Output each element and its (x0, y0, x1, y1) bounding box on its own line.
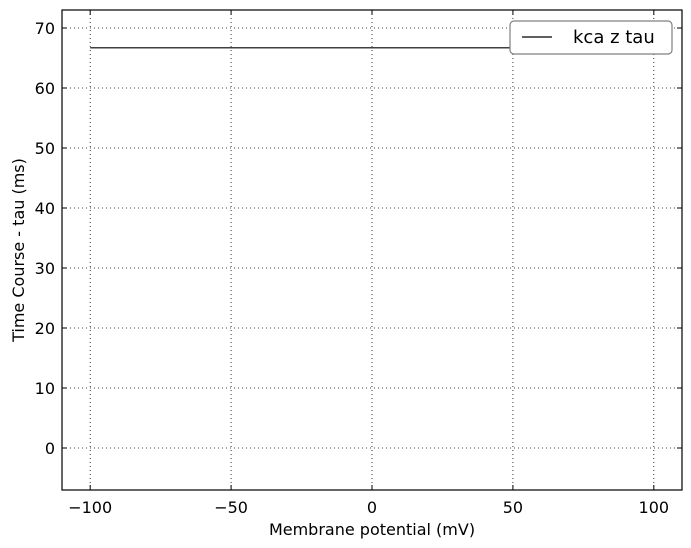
x-tick-label: 50 (503, 498, 523, 517)
x-axis-title: Membrane potential (mV) (269, 520, 475, 539)
x-axis: −100 −50 0 50 100 (68, 10, 669, 517)
y-tick-label: 60 (35, 79, 55, 98)
y-tick-label: 50 (35, 139, 55, 158)
y-tick-label: 70 (35, 19, 55, 38)
legend-entry-label: kca z tau (573, 27, 655, 48)
x-tick-label: 0 (367, 498, 377, 517)
x-tick-label: 100 (639, 498, 670, 517)
legend-box (509, 20, 673, 55)
y-tick-label: 10 (35, 379, 55, 398)
y-tick-label: 40 (35, 199, 55, 218)
y-tick-label: 0 (45, 439, 55, 458)
legend: kca z tau (509, 20, 673, 55)
x-tick-label: −50 (214, 498, 248, 517)
y-tick-label: 20 (35, 319, 55, 338)
y-tick-label: 30 (35, 259, 55, 278)
grid (62, 10, 682, 490)
y-axis-title: Time Course - tau (ms) (9, 158, 28, 343)
y-axis: 0 10 20 30 40 50 60 70 (35, 19, 682, 458)
x-tick-label: −100 (68, 498, 112, 517)
